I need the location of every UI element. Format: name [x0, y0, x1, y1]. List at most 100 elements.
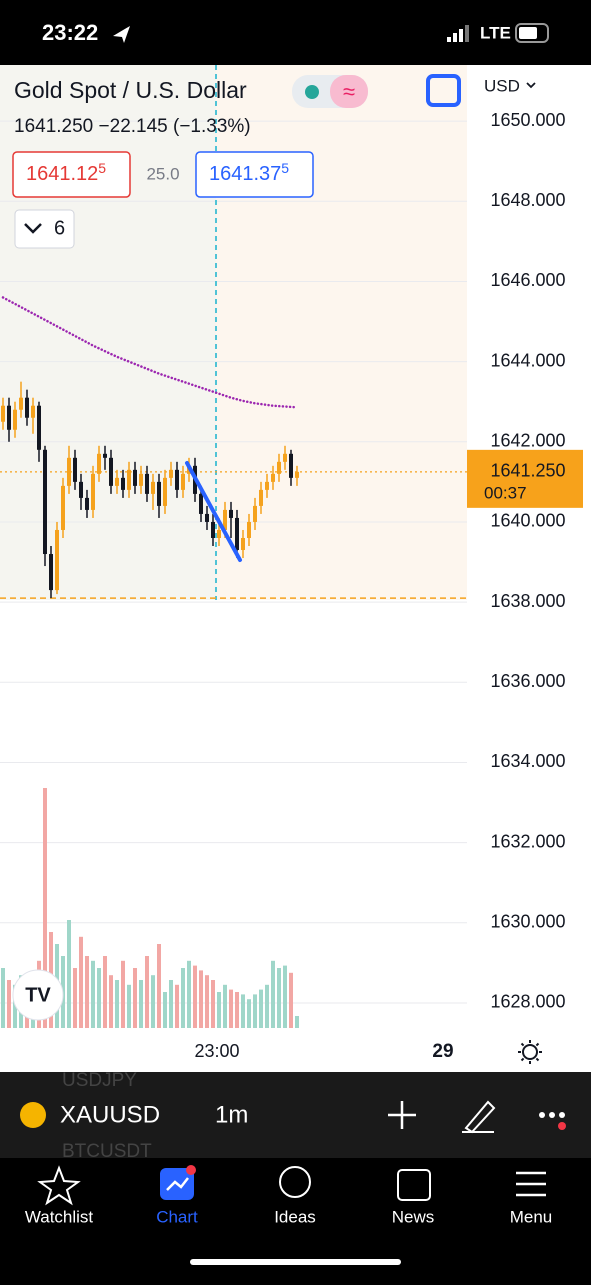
- candle-body: [37, 405, 41, 450]
- toolbar: [0, 1072, 591, 1158]
- volume-bar: [169, 980, 173, 1028]
- candle-body: [175, 469, 179, 490]
- buy-button[interactable]: [195, 151, 314, 198]
- indicator-count: 6: [54, 217, 65, 239]
- x-tick-label: 29: [432, 1041, 453, 1062]
- symbol-icon: [20, 1102, 46, 1128]
- spread: 25.0: [146, 164, 179, 183]
- volume-bar: [13, 984, 17, 1028]
- candle-body: [43, 449, 47, 555]
- home-indicator: [190, 1259, 401, 1265]
- candle-body: [121, 477, 125, 490]
- add-button[interactable]: [388, 1101, 416, 1129]
- tab-label[interactable]: News: [392, 1207, 435, 1226]
- ask-price: 1641.37: [209, 163, 281, 185]
- volume-bar: [241, 994, 245, 1028]
- candle-body: [211, 521, 215, 538]
- more-button[interactable]: [539, 1112, 565, 1118]
- volume-bar: [109, 975, 113, 1028]
- volume-bar: [205, 975, 209, 1028]
- currency-chevron: [526, 82, 536, 89]
- candle-body: [217, 529, 221, 538]
- candle-body: [31, 405, 35, 418]
- volume-bar: [229, 989, 233, 1028]
- volume-bar: [223, 984, 227, 1028]
- chart-badge: [186, 1165, 196, 1175]
- bid-pip: 5: [98, 160, 106, 176]
- candle-body: [61, 485, 65, 530]
- volume-bar: [217, 992, 221, 1028]
- tab-labels: Watchlist Chart Ideas News Menu: [25, 1207, 552, 1226]
- candle-body: [289, 453, 293, 478]
- x-tick-label: 23:00: [194, 1041, 239, 1061]
- symbol[interactable]: XAUUSD: [60, 1101, 160, 1128]
- candle-body: [127, 469, 131, 490]
- sell-button[interactable]: [12, 151, 131, 198]
- volume-bar: [91, 960, 95, 1028]
- volume-bar: [295, 1016, 299, 1028]
- candle-body: [1, 405, 5, 422]
- volume-bar: [151, 975, 155, 1028]
- volume-bar: [193, 965, 197, 1028]
- candle-body: [79, 481, 83, 498]
- candle-body: [85, 497, 89, 510]
- draw-button[interactable]: [462, 1100, 496, 1134]
- interval[interactable]: 1m: [215, 1101, 248, 1128]
- volume-bar: [283, 965, 287, 1028]
- tab-label[interactable]: Chart: [156, 1207, 198, 1226]
- y-tick-label: 1638.000: [490, 591, 565, 611]
- volume-bar: [187, 960, 191, 1028]
- watchlist-icon: [37, 1165, 81, 1206]
- behind-symbol: USDJPY: [62, 1070, 137, 1091]
- volume-bar: [163, 992, 167, 1028]
- volume-bar: [79, 936, 83, 1028]
- location-icon: [113, 26, 130, 43]
- status-bar: [0, 0, 591, 65]
- currency[interactable]: USD: [484, 76, 520, 95]
- candle-body: [115, 477, 119, 486]
- market-open-dot: [305, 85, 319, 99]
- volume-bar: [175, 984, 179, 1028]
- battery-level: [519, 27, 537, 39]
- candle-body: [181, 473, 185, 490]
- tab-label[interactable]: Ideas: [274, 1207, 316, 1226]
- candle-body: [91, 473, 95, 510]
- symbol-title: Gold Spot / U.S. Dollar: [14, 77, 247, 103]
- menu-icon: [516, 1171, 546, 1197]
- candle-body: [247, 521, 251, 538]
- clock: 23:22: [42, 20, 98, 45]
- fullscreen-button[interactable]: [426, 74, 461, 107]
- tab-label[interactable]: Menu: [510, 1207, 553, 1226]
- y-tick-label: 1628.000: [490, 992, 565, 1012]
- candle-body: [235, 517, 239, 551]
- candle-body: [283, 453, 287, 462]
- grid: [0, 120, 467, 1004]
- volume-bar: [7, 980, 11, 1028]
- delay-badge: [330, 75, 368, 108]
- candle-body: [25, 397, 29, 418]
- volume-bar: [103, 956, 107, 1028]
- candle-body: [277, 461, 281, 474]
- y-tick-label: 1636.000: [490, 671, 565, 691]
- volume-bar: [259, 989, 263, 1028]
- candle-body: [133, 469, 137, 486]
- candle-body: [253, 505, 257, 522]
- settings-icon[interactable]: [518, 1040, 542, 1064]
- candle-body: [169, 469, 173, 478]
- volume-bar: [121, 960, 125, 1028]
- candle-body: [139, 473, 143, 486]
- battery: [515, 23, 549, 43]
- price-badge-label: 1641.250: [490, 461, 565, 481]
- tab-label[interactable]: Watchlist: [25, 1207, 94, 1226]
- bid-price: 1641.12: [26, 163, 98, 185]
- candle-body: [259, 489, 263, 506]
- network: LTE: [480, 23, 511, 42]
- candle-body: [199, 493, 203, 514]
- countdown: 00:37: [484, 483, 527, 502]
- indicators-toggle[interactable]: [14, 209, 75, 249]
- candle-body: [97, 453, 101, 474]
- news-icon: [397, 1169, 431, 1201]
- price-badge: [467, 449, 583, 508]
- volume-bar: [211, 980, 215, 1028]
